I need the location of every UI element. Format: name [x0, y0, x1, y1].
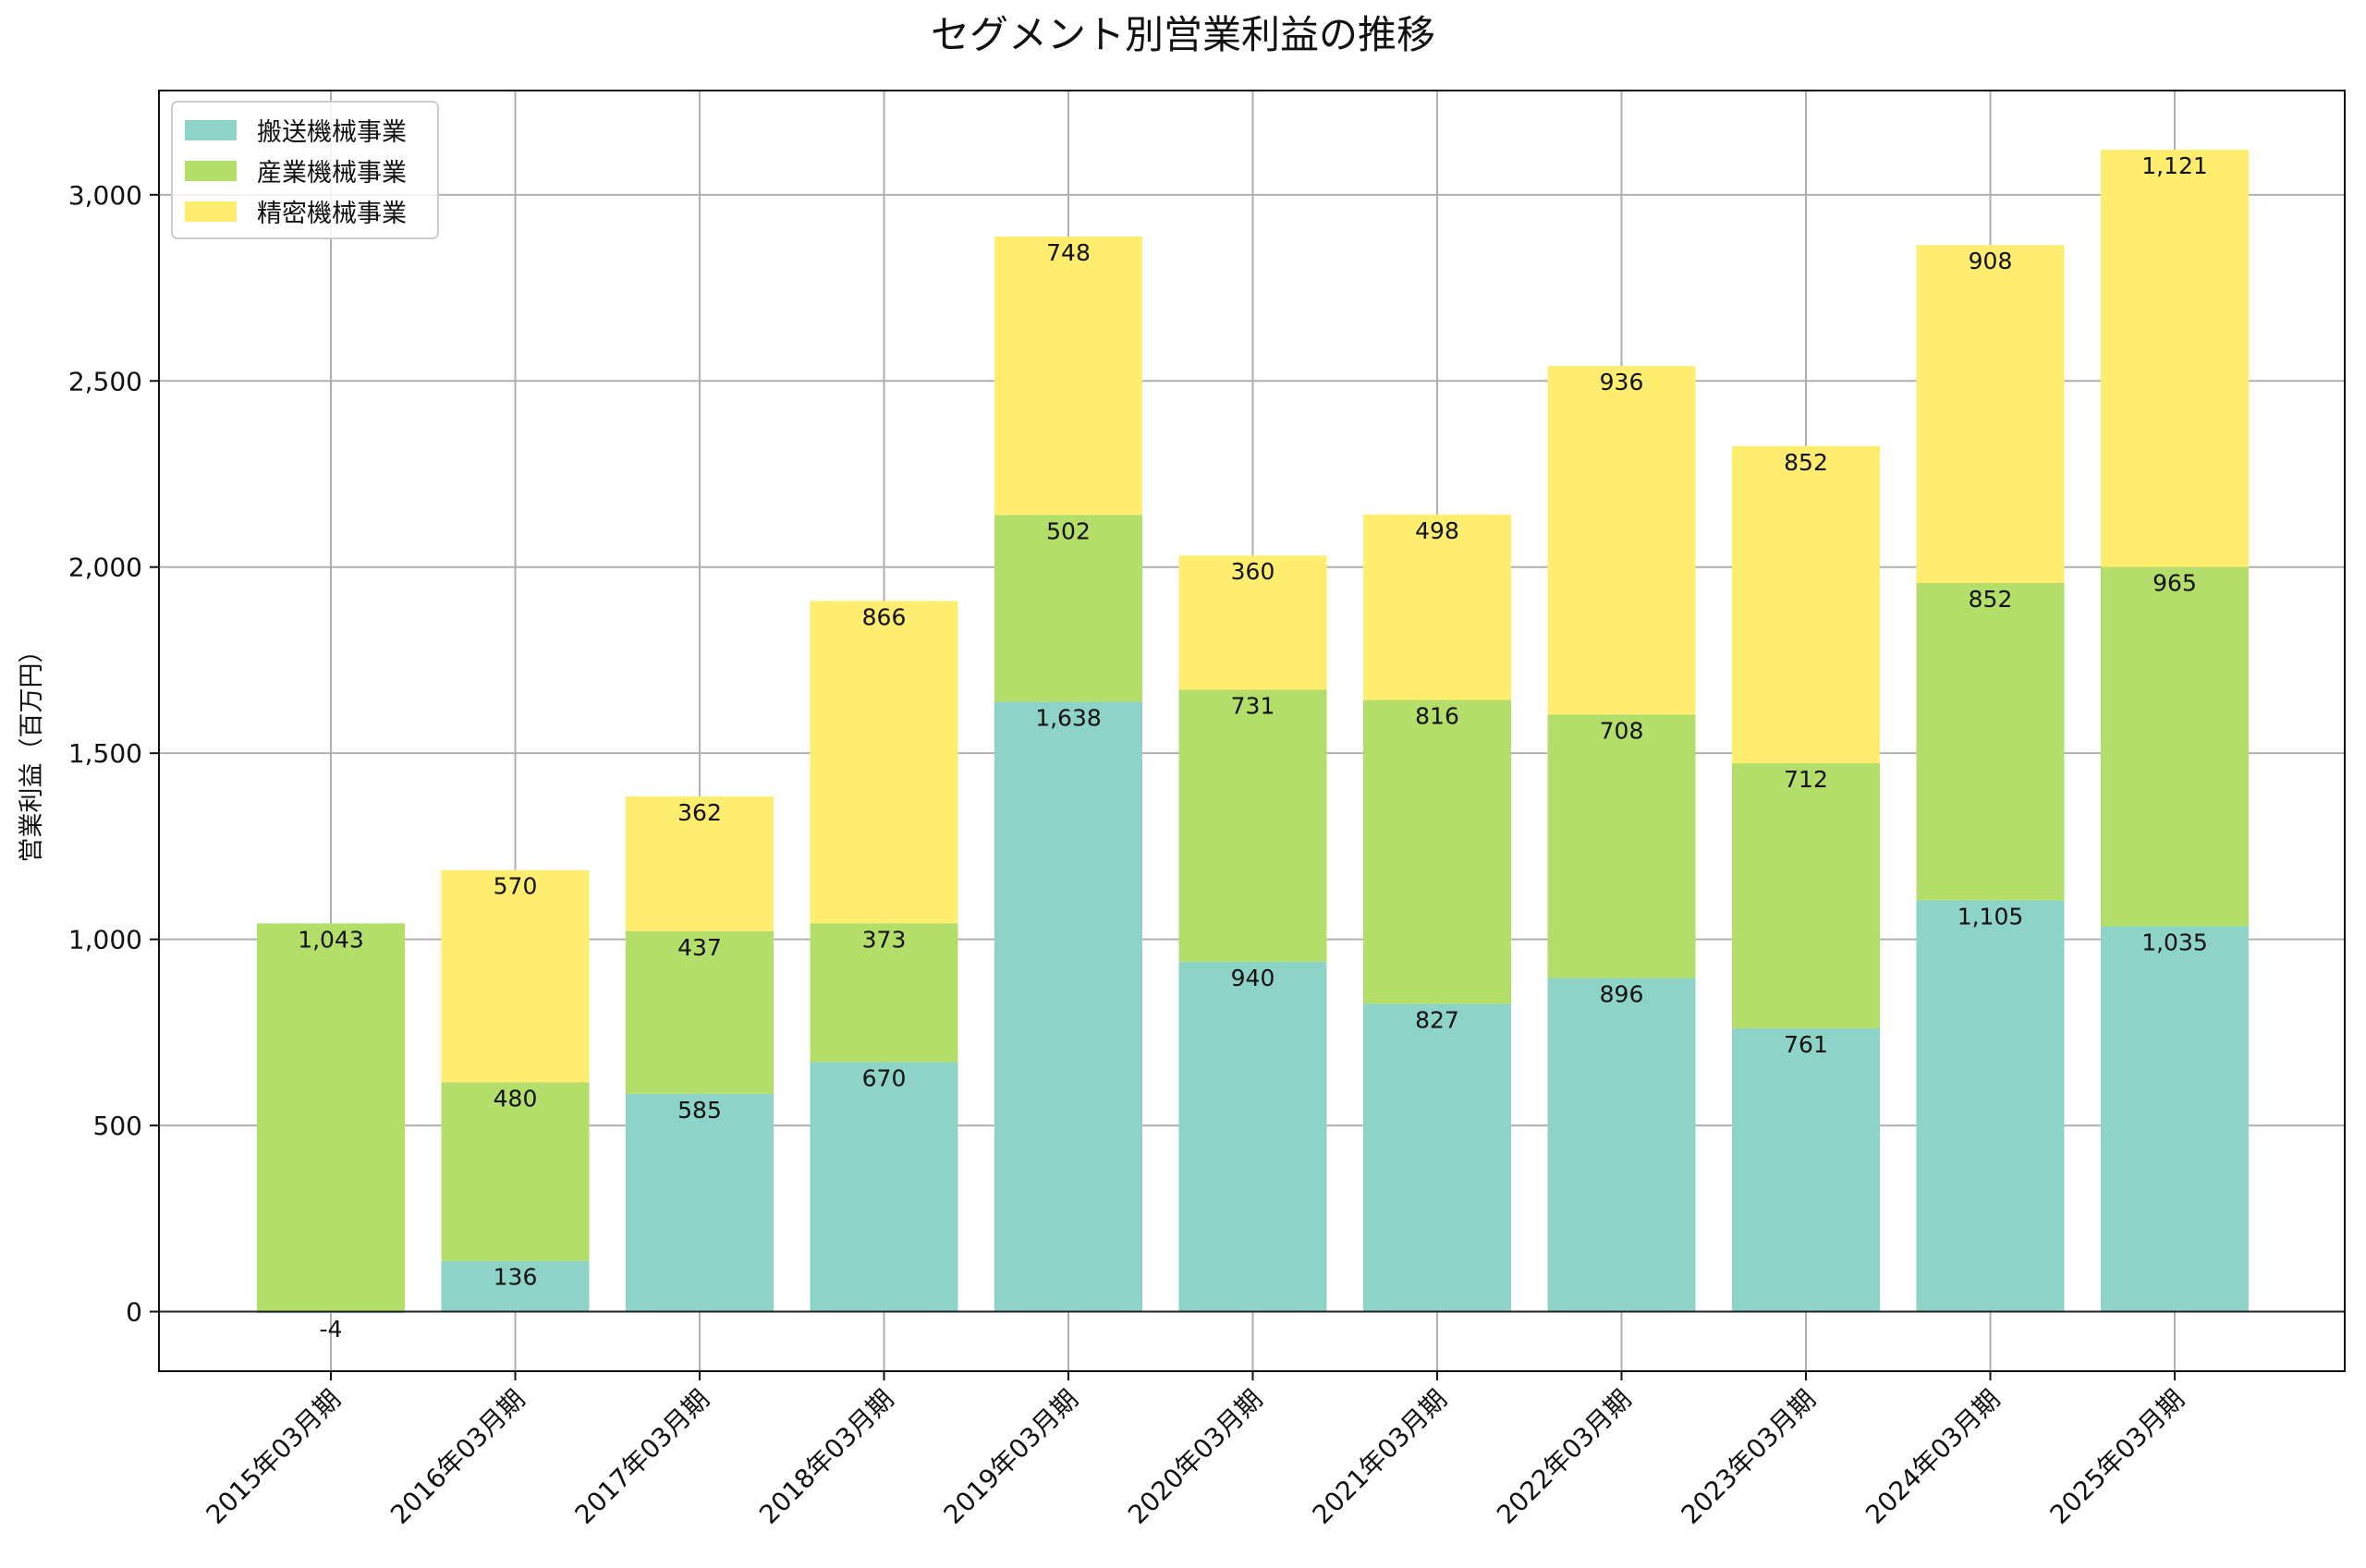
bar-segment — [810, 923, 958, 1063]
y-tick-label: 2,500 — [68, 366, 142, 396]
y-axis-label: 営業利益（百万円） — [18, 638, 46, 863]
data-label: 965 — [2153, 570, 2197, 597]
legend-swatch — [185, 161, 237, 181]
data-label: 498 — [1415, 517, 1459, 544]
y-tick-label: 1,500 — [68, 738, 142, 769]
bar-segment — [1547, 366, 1696, 715]
bar-segment — [1178, 555, 1327, 690]
data-label: 936 — [1600, 369, 1644, 395]
bar-segment — [2101, 150, 2249, 567]
legend-box — [171, 101, 439, 239]
x-tick-label: 2016年03月期 — [384, 1384, 531, 1530]
data-label: 1,638 — [1035, 705, 1102, 732]
chart-title: セグメント別営業利益の推移 — [931, 12, 1435, 57]
data-label: 502 — [1046, 517, 1091, 544]
data-label: 1,035 — [2141, 930, 2208, 956]
data-label: 852 — [1969, 586, 2013, 613]
data-label: 896 — [1600, 981, 1644, 1008]
y-tick-label: 3,000 — [68, 180, 142, 211]
bar-segment — [994, 515, 1142, 702]
x-tick-label: 2022年03月期 — [1491, 1384, 1637, 1530]
data-label: 373 — [862, 926, 907, 953]
legend-swatch — [185, 201, 237, 222]
bar-segment — [810, 601, 958, 924]
bar-segment — [441, 869, 590, 1083]
data-label: 866 — [862, 603, 907, 630]
data-label: 480 — [494, 1085, 538, 1112]
data-label: 940 — [1231, 965, 1275, 991]
data-label: 570 — [494, 873, 538, 900]
bar-segment — [1732, 763, 1880, 1028]
bar-segment — [257, 923, 405, 1312]
bar-segment — [1547, 714, 1696, 978]
legend-swatch — [185, 120, 237, 140]
bar-segment — [2101, 926, 2249, 1312]
bar-segment — [626, 930, 774, 1094]
data-label: 362 — [677, 799, 722, 826]
x-tick-label: 2021年03月期 — [1307, 1384, 1453, 1530]
bar-segment — [441, 1260, 590, 1312]
bar-segment — [1916, 583, 2065, 901]
data-label: 1,043 — [298, 926, 364, 953]
x-tick-label: 2020年03月期 — [1122, 1384, 1268, 1530]
bar-segment — [2101, 566, 2249, 927]
bar-segment — [1547, 978, 1696, 1312]
bar-segment — [626, 796, 774, 931]
data-label: -4 — [320, 1316, 343, 1343]
bar-segment — [1732, 1027, 1880, 1312]
data-label: 748 — [1046, 239, 1091, 266]
bar-segment — [1916, 245, 2065, 584]
legend-entry-label: 搬送機械事業 — [257, 118, 407, 147]
data-label: 437 — [677, 934, 722, 961]
x-tick-label: 2018年03月期 — [753, 1384, 899, 1530]
y-tick-label: 0 — [126, 1297, 142, 1328]
bar-segment — [441, 1082, 590, 1261]
legend-entry-label: 精密機械事業 — [257, 200, 407, 228]
y-tick-label: 2,000 — [68, 553, 142, 583]
y-tick-label: 1,000 — [68, 925, 142, 955]
bar-segment — [1916, 900, 2065, 1312]
data-label: 908 — [1969, 248, 2013, 274]
data-label: 1,121 — [2141, 152, 2208, 179]
data-label: 852 — [1784, 449, 1828, 476]
x-tick-label: 2024年03月期 — [1860, 1384, 2006, 1530]
bars-layer — [257, 150, 2249, 1314]
bar-segment — [1363, 699, 1511, 1004]
data-label: 827 — [1415, 1006, 1459, 1033]
bar-segment — [626, 1093, 774, 1312]
bar-segment — [1178, 961, 1327, 1312]
bar-segment — [1178, 689, 1327, 962]
x-tick-label: 2025年03月期 — [2044, 1384, 2190, 1530]
data-label: 761 — [1784, 1031, 1828, 1058]
data-labels-layer: -4 136 585 670 1,638 940 827 896 761 1,105 1,035 1,… — [298, 152, 2208, 1343]
data-label: 1,105 — [1957, 903, 2024, 930]
x-tick-label: 2019年03月期 — [938, 1384, 1084, 1530]
bar-segment — [994, 236, 1142, 516]
legend-entry-label: 産業機械事業 — [257, 159, 407, 188]
bar-segment — [994, 701, 1142, 1312]
bar-segment — [1363, 514, 1511, 700]
data-label: 712 — [1784, 766, 1828, 793]
data-label: 708 — [1600, 717, 1644, 744]
data-label: 360 — [1231, 558, 1275, 585]
x-tick-label: 2017年03月期 — [569, 1384, 715, 1530]
data-label: 136 — [494, 1264, 538, 1291]
x-tick-label: 2015年03月期 — [201, 1384, 347, 1530]
bar-segment — [1732, 445, 1880, 764]
x-tick-label: 2023年03月期 — [1676, 1384, 1822, 1530]
data-label: 585 — [677, 1097, 722, 1124]
data-label: 670 — [862, 1065, 907, 1092]
bar-segment — [1363, 1003, 1511, 1312]
data-label: 816 — [1415, 703, 1459, 730]
data-label: 731 — [1231, 692, 1275, 719]
y-tick-label: 500 — [93, 1111, 142, 1141]
bar-segment — [810, 1062, 958, 1312]
